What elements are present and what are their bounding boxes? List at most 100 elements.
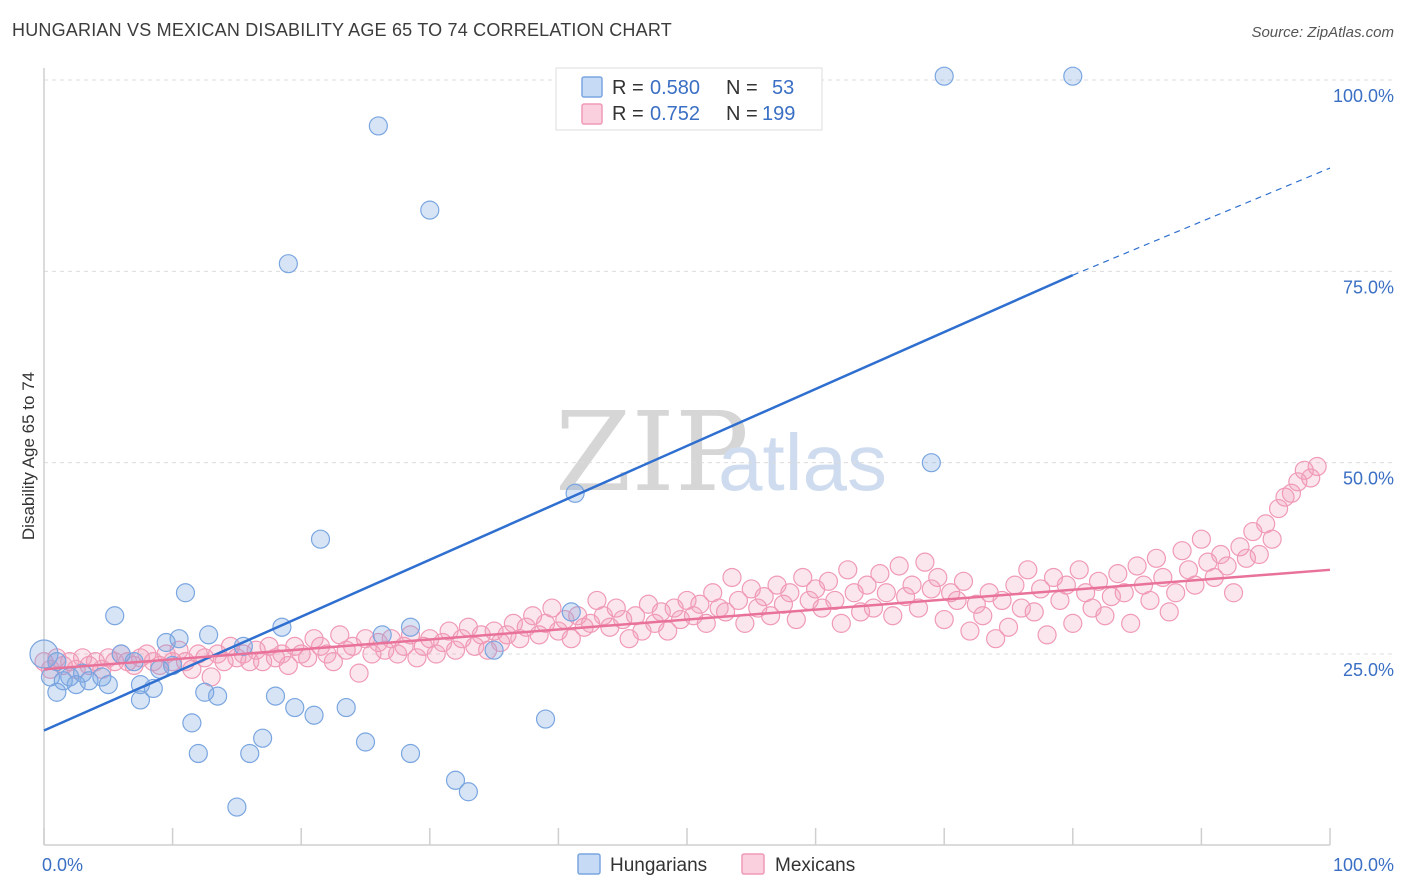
point-hungarians <box>29 639 59 669</box>
point-mexicans <box>1121 613 1141 633</box>
point-mexicans <box>1211 544 1231 565</box>
point-mexicans <box>838 560 858 580</box>
point-hungarians <box>47 652 67 672</box>
trend-line-mexicans <box>43 568 1331 671</box>
point-hungarians <box>934 66 954 86</box>
point-mexicans <box>947 590 967 611</box>
trend-line-hungarians-extension <box>1072 167 1331 276</box>
point-mexicans <box>407 648 427 668</box>
legend-r-value-mexicans: 0.752 <box>650 103 700 125</box>
point-mexicans <box>1011 598 1031 618</box>
legend-bottom: Hungarians Mexicans <box>577 853 855 876</box>
point-mexicans <box>1005 575 1025 595</box>
legend-r-label-hungarians: R = <box>612 77 644 99</box>
point-mexicans <box>1288 472 1308 492</box>
point-mexicans <box>728 590 749 611</box>
point-mexicans <box>902 575 922 595</box>
point-mexicans <box>973 606 993 626</box>
point-hungarians <box>92 667 112 687</box>
point-mexicans <box>857 575 877 595</box>
point-hungarians <box>372 625 392 645</box>
point-hungarians <box>278 254 298 274</box>
point-hungarians <box>79 671 99 691</box>
point-mexicans <box>278 655 298 676</box>
point-hungarians <box>484 640 504 660</box>
point-mexicans <box>1268 498 1289 519</box>
point-mexicans <box>793 567 813 588</box>
point-mexicans <box>375 640 395 660</box>
legend-n-value-mexicans: 199 <box>762 103 795 125</box>
point-mexicans <box>246 640 266 660</box>
watermark-zip: ZIP <box>555 388 749 516</box>
legend-n-label-hungarians: N = <box>726 77 758 99</box>
point-hungarians <box>310 529 331 549</box>
point-mexicans <box>921 579 941 599</box>
x-axis-ticks <box>43 828 1331 845</box>
point-mexicans <box>786 609 806 630</box>
point-mexicans <box>1294 460 1314 480</box>
point-mexicans <box>606 598 626 618</box>
point-mexicans <box>690 594 710 614</box>
point-hungarians <box>420 200 440 220</box>
point-hungarians <box>169 629 189 649</box>
legend-n-label-mexicans: N = <box>726 103 758 125</box>
point-hungarians <box>227 797 247 817</box>
point-hungarians <box>175 583 196 603</box>
point-mexicans <box>1127 556 1147 576</box>
point-mexicans <box>388 644 408 664</box>
point-mexicans <box>1217 556 1237 576</box>
y-tick-labels: 25.0% 50.0% 75.0% 100.0% <box>1333 86 1394 680</box>
y-tick-label-100: 100.0% <box>1333 86 1394 106</box>
point-mexicans <box>722 567 742 588</box>
point-mexicans <box>760 606 781 626</box>
point-mexicans <box>445 640 466 660</box>
point-mexicans <box>889 556 909 576</box>
point-hungarians <box>304 705 324 725</box>
point-mexicans <box>510 629 530 649</box>
point-mexicans <box>426 644 446 664</box>
point-mexicans <box>1063 613 1083 633</box>
legend-r-label-mexicans: R = <box>612 103 644 125</box>
point-hungarians <box>285 697 305 718</box>
source-credit: Source: ZipAtlas.com <box>1251 24 1394 41</box>
point-mexicans <box>1114 583 1134 603</box>
y-tick-label-25: 25.0% <box>1343 660 1394 680</box>
point-hungarians <box>195 682 215 702</box>
point-hungarians <box>561 602 581 622</box>
point-mexicans <box>1166 583 1186 603</box>
point-mexicans <box>1159 602 1179 622</box>
point-hungarians <box>208 686 228 706</box>
point-mexicans <box>1307 456 1327 477</box>
point-mexicans <box>1146 548 1166 568</box>
point-hungarians <box>400 743 421 764</box>
point-mexicans <box>1108 564 1128 584</box>
point-mexicans <box>1191 529 1212 549</box>
point-hungarians <box>130 690 151 710</box>
point-hungarians <box>72 663 93 683</box>
point-hungarians <box>240 743 260 764</box>
point-mexicans <box>883 606 903 626</box>
x-tick-label-left: 0.0% <box>42 855 83 875</box>
point-mexicans <box>966 594 986 614</box>
point-hungarians <box>355 732 376 752</box>
legend-n-value-hungarians: 53 <box>772 77 794 99</box>
point-hungarians <box>535 709 556 729</box>
point-mexicans <box>825 590 845 611</box>
point-mexicans <box>818 571 839 591</box>
point-mexicans <box>349 663 369 683</box>
point-hungarians <box>98 675 118 695</box>
trend-lines <box>43 167 1331 732</box>
y-tick-label-75: 75.0% <box>1343 277 1394 297</box>
point-mexicans <box>1281 483 1302 503</box>
point-mexicans <box>915 552 935 572</box>
point-mexicans <box>780 583 800 603</box>
trend-line-hungarians <box>43 274 1074 732</box>
point-mexicans <box>998 617 1019 637</box>
point-mexicans <box>735 613 755 633</box>
legend-top: R = 0.580 N = 53 R = 0.752 N = 199 <box>555 67 823 131</box>
point-mexicans <box>317 644 337 664</box>
point-mexicans <box>1236 548 1257 568</box>
legend-r-value-hungarians: 0.580 <box>650 77 700 99</box>
point-hungarians <box>105 606 125 626</box>
